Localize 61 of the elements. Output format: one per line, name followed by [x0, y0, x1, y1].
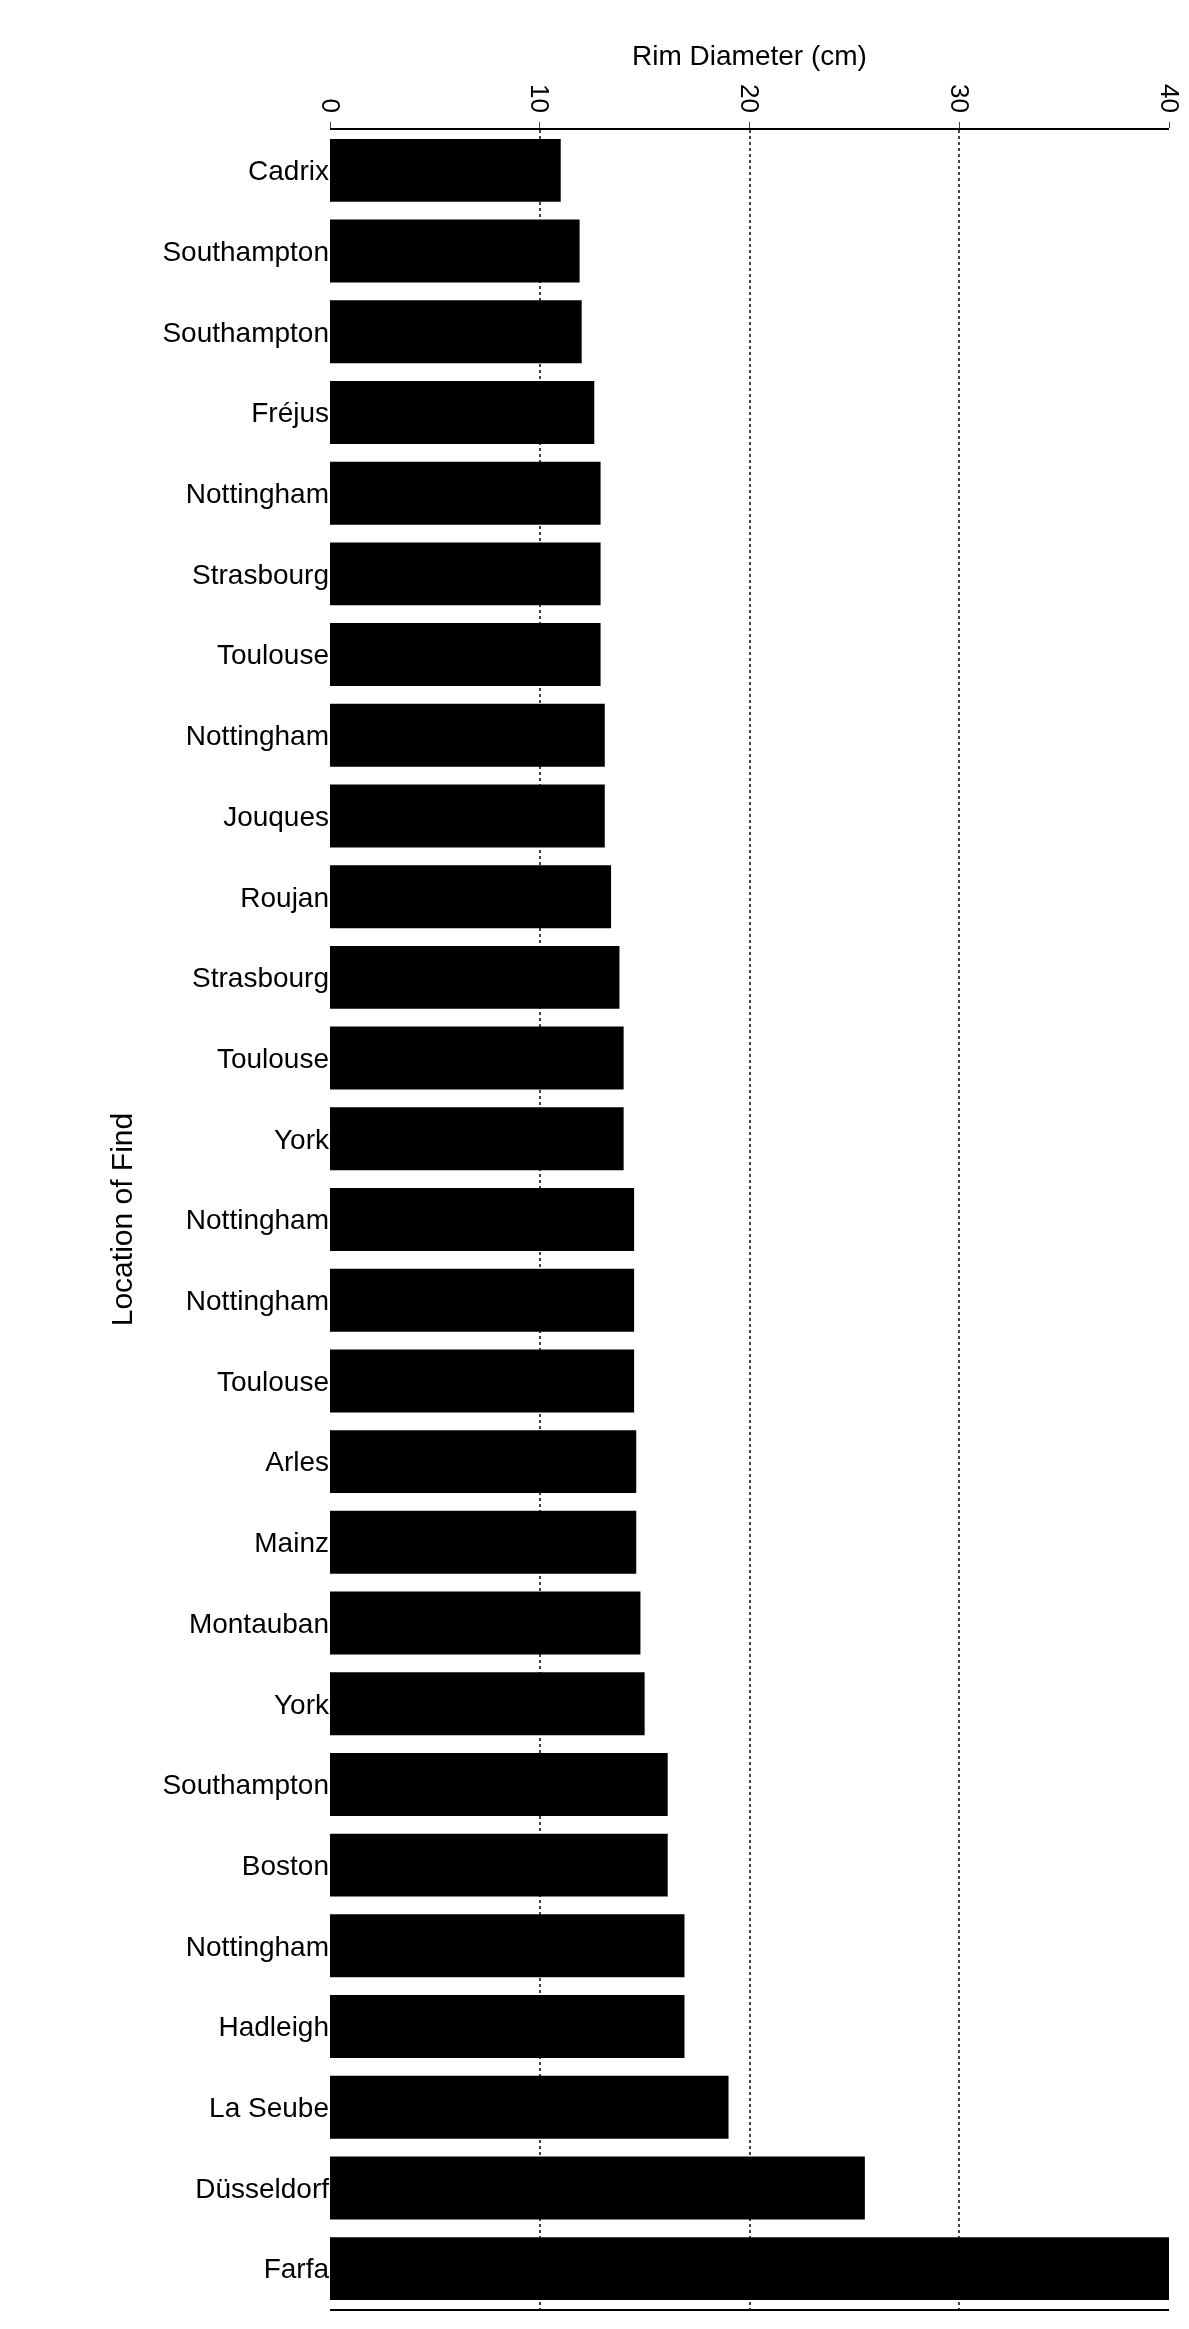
y-tick-label: Nottingham [185, 1204, 329, 1236]
x-tick-label: 40 [1154, 83, 1185, 113]
y-tick-label: Jouques [223, 800, 329, 832]
bar [330, 1752, 668, 1816]
y-tick-label: Nottingham [185, 1930, 329, 1962]
y-tick-label: Montauban [188, 1607, 329, 1639]
y-tick-label: Düsseldorf [195, 2172, 330, 2204]
y-tick-label: Toulouse [216, 1042, 329, 1074]
y-tick-label: Toulouse [216, 1365, 329, 1397]
y-tick-label: La Seube [209, 2092, 329, 2124]
y-tick-label: Southampton [162, 316, 329, 348]
y-tick-label: Nottingham [185, 1285, 329, 1316]
y-tick-label: Arles [265, 1446, 329, 1478]
bar [330, 1591, 641, 1655]
y-tick-label: Farfa [263, 2253, 330, 2285]
x-tick-label: 10 [525, 83, 556, 113]
x-tick-label: 30 [944, 83, 975, 113]
bar [330, 865, 612, 929]
y-tick-label: Fréjus [251, 397, 329, 429]
y-tick-label: Boston [241, 1849, 329, 1881]
bar [330, 1510, 637, 1574]
bar [330, 300, 582, 364]
y-tick-label: Strasbourg [192, 962, 329, 994]
y-tick-label: York [273, 1123, 330, 1155]
bar [330, 1914, 685, 1978]
y-tick-label: Mainz [254, 1527, 329, 1559]
bar [330, 1268, 635, 1332]
bar [330, 1833, 668, 1897]
bar [330, 1672, 645, 1736]
bar [330, 623, 601, 687]
y-tick-label: Southampton [162, 235, 329, 267]
bar [330, 2237, 1169, 2301]
bar [330, 380, 595, 444]
bar [330, 1995, 685, 2059]
bar [330, 1349, 635, 1413]
y-tick-label: Nottingham [185, 477, 329, 509]
bar [330, 945, 620, 1009]
bar [330, 2156, 865, 2220]
bar [330, 1188, 635, 1251]
bar [330, 703, 605, 767]
y-axis-title: Location of Find [105, 1112, 139, 1327]
y-tick-label: York [273, 1688, 330, 1720]
y-tick-label: Southampton [162, 1769, 329, 1801]
y-tick-label: Cadrix [248, 155, 329, 187]
x-tick-label: 0 [315, 98, 346, 113]
bar [330, 542, 601, 606]
bar [330, 461, 601, 525]
bar [330, 1107, 624, 1171]
bar [330, 138, 561, 202]
x-axis-title: Rim Diameter (cm) [632, 40, 867, 72]
y-tick-label: Strasbourg [192, 558, 329, 590]
x-tick-label: 20 [735, 83, 766, 113]
y-tick-label: Hadleigh [218, 2011, 329, 2043]
y-tick-label: Toulouse [216, 639, 329, 671]
bar [330, 219, 580, 283]
bar [330, 1430, 637, 1494]
bar [330, 2075, 729, 2139]
bar [330, 1026, 624, 1090]
y-tick-label: Nottingham [185, 720, 329, 752]
y-tick-label: Roujan [240, 881, 329, 913]
bar [330, 784, 605, 848]
